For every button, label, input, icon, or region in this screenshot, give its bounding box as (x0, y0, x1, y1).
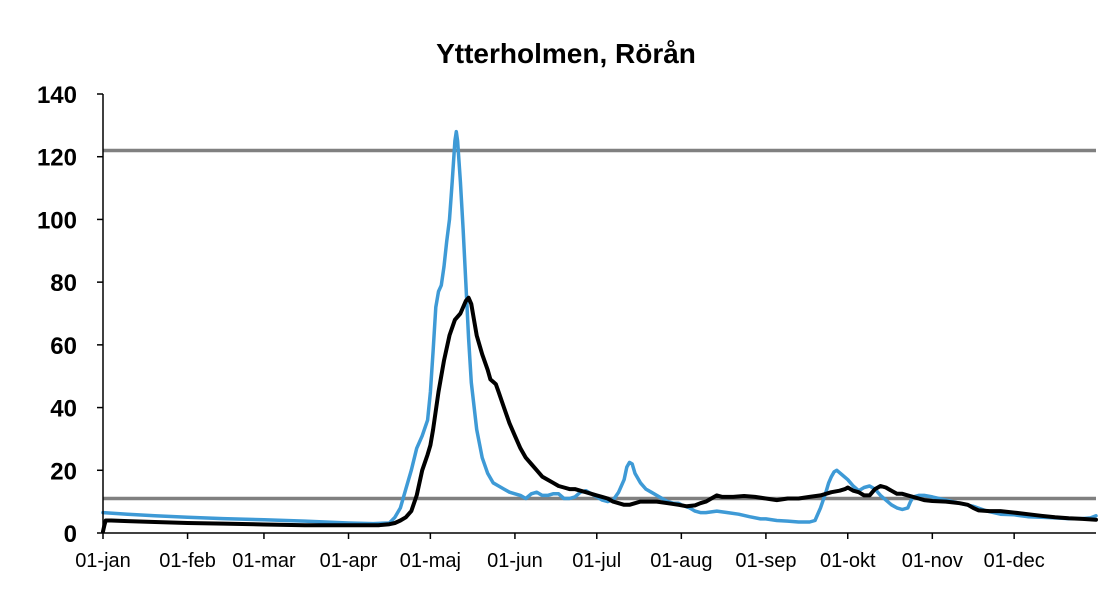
x-tick-label: 01-jan (75, 550, 131, 572)
x-tick-label: 01-maj (400, 550, 461, 572)
y-tick-label: 100 (37, 207, 77, 234)
chart-title: Ytterholmen, Rörån (436, 38, 696, 69)
x-tick-label: 01-nov (902, 550, 963, 572)
y-axis-ticks: 0 20 40 60 80 100 120 140 (37, 82, 103, 548)
y-tick-label: 60 (50, 333, 77, 360)
x-tick-label: 01-apr (320, 550, 378, 572)
x-tick-label: 01-jul (572, 550, 621, 572)
x-axis-ticks: 01-jan 01-feb 01-mar 01-apr 01-maj 01-jun 01-j… (75, 533, 1045, 572)
y-tick-label: 140 (37, 82, 77, 109)
y-tick-label: 0 (64, 521, 77, 548)
x-tick-label: 01-feb (159, 550, 216, 572)
x-tick-label: 01-aug (650, 550, 712, 572)
x-tick-label: 01-sep (735, 550, 796, 572)
y-tick-label: 40 (50, 396, 77, 423)
x-tick-label: 01-mar (232, 550, 296, 572)
x-tick-label: 01-dec (984, 550, 1045, 572)
series-line (101, 129, 1098, 526)
series-lines (101, 129, 1098, 534)
y-tick-label: 120 (37, 145, 77, 172)
series-line (101, 295, 1098, 534)
reference-lines (103, 148, 1096, 501)
x-tick-label: 01-okt (820, 550, 876, 572)
x-tick-label: 01-jun (487, 550, 543, 572)
y-tick-label: 80 (50, 270, 77, 297)
y-tick-label: 20 (50, 458, 77, 485)
